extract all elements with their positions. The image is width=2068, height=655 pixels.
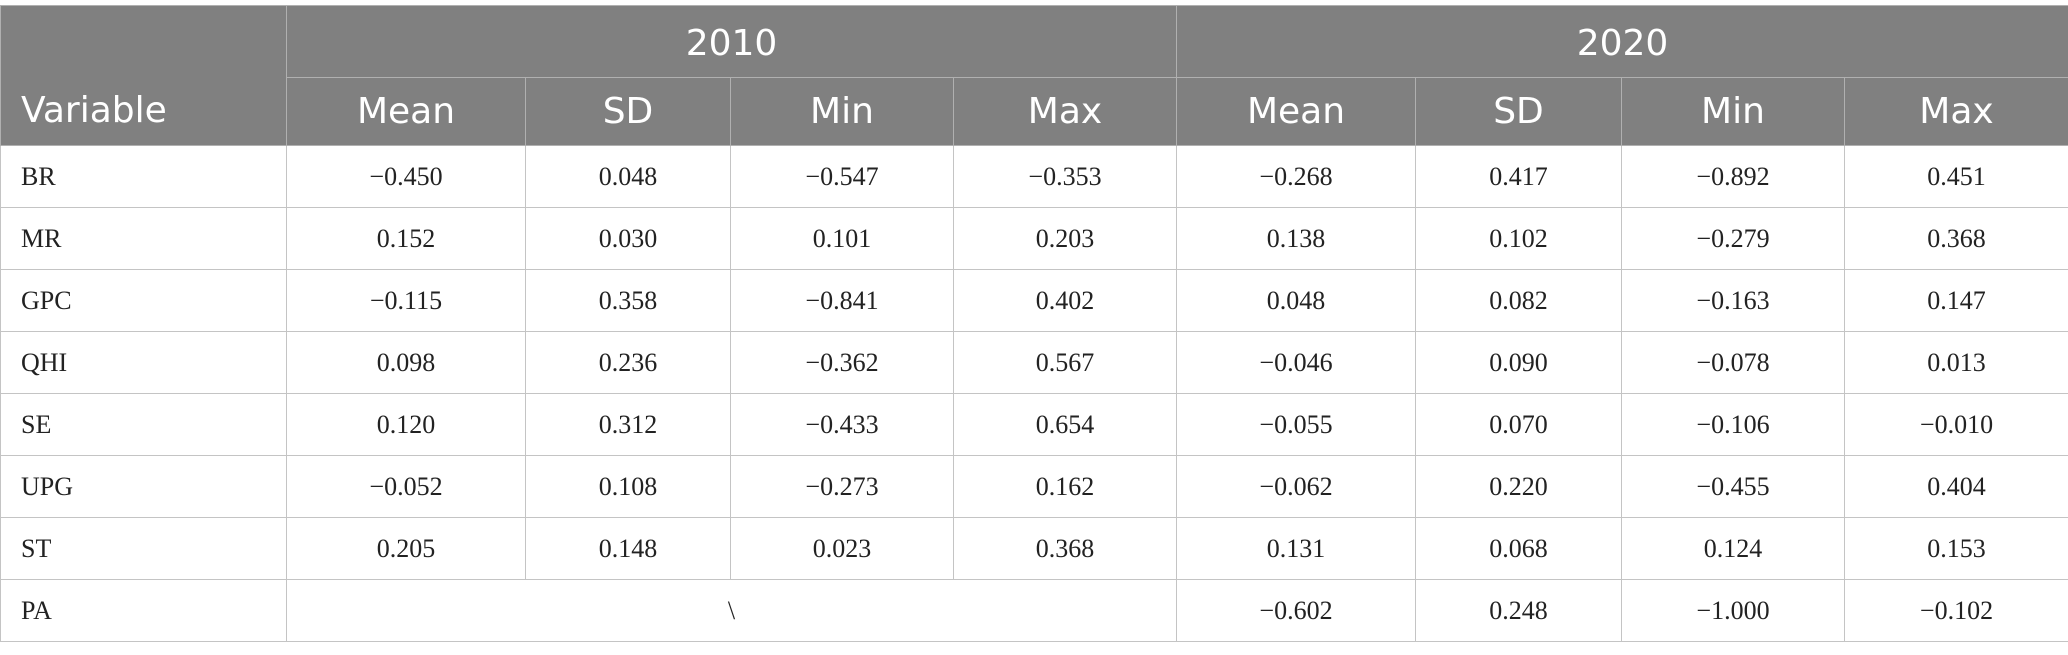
cell-2020-min: −0.455 xyxy=(1621,455,1845,518)
cell-2020-sd: 0.248 xyxy=(1415,579,1622,642)
cell-2010-min: 0.101 xyxy=(730,207,954,270)
cell-2010-min: −0.362 xyxy=(730,331,954,394)
cell-2020-max: 0.147 xyxy=(1844,269,2068,332)
cell-2010-min: −0.841 xyxy=(730,269,954,332)
cell-2010-mean: 0.098 xyxy=(286,331,526,394)
year-2010-header: 2010 xyxy=(286,5,1177,78)
cell-2020-mean: −0.062 xyxy=(1176,455,1416,518)
cell-2020-max: 0.013 xyxy=(1844,331,2068,394)
cell-2020-max: 0.451 xyxy=(1844,145,2068,208)
cell-2020-max: 0.368 xyxy=(1844,207,2068,270)
col-header-2010-max: Max xyxy=(953,77,1177,146)
table-row: GPC −0.115 0.358 −0.841 0.402 0.048 0.08… xyxy=(0,269,2068,332)
cell-2020-mean: 0.138 xyxy=(1176,207,1416,270)
year-2020-header: 2020 xyxy=(1176,5,2068,78)
cell-2010-sd: 0.108 xyxy=(525,455,731,518)
cell-2010-sd: 0.148 xyxy=(525,517,731,580)
col-header-2010-sd: SD xyxy=(525,77,731,146)
cell-2020-mean: −0.046 xyxy=(1176,331,1416,394)
cell-2010-sd: 0.236 xyxy=(525,331,731,394)
table-row: PA \ −0.602 0.248 −1.000 −0.102 xyxy=(0,579,2068,642)
row-label: UPG xyxy=(0,455,287,518)
cell-2020-min: −0.078 xyxy=(1621,331,1845,394)
cell-2020-max: −0.010 xyxy=(1844,393,2068,456)
cell-2010-min: −0.273 xyxy=(730,455,954,518)
table-row: UPG −0.052 0.108 −0.273 0.162 −0.062 0.2… xyxy=(0,455,2068,518)
cell-2020-sd: 0.417 xyxy=(1415,145,1622,208)
cell-2020-min: −0.163 xyxy=(1621,269,1845,332)
row-label: SE xyxy=(0,393,287,456)
cell-2020-sd: 0.102 xyxy=(1415,207,1622,270)
cell-2020-sd: 0.090 xyxy=(1415,331,1622,394)
header-row-stats: Mean SD Min Max Mean SD Min Max xyxy=(1,77,2068,146)
row-label: QHI xyxy=(0,331,287,394)
cell-2010-sd: 0.048 xyxy=(525,145,731,208)
row-label: GPC xyxy=(0,269,287,332)
cell-2020-max: −0.102 xyxy=(1844,579,2068,642)
cell-2010-sd: 0.312 xyxy=(525,393,731,456)
table-row: BR −0.450 0.048 −0.547 −0.353 −0.268 0.4… xyxy=(0,145,2068,208)
row-label: PA xyxy=(0,579,287,642)
cell-2020-mean: −0.602 xyxy=(1176,579,1416,642)
cell-2010-max: 0.402 xyxy=(953,269,1177,332)
statistics-table-container: Variable 2010 2020 Mean SD Min Max Mean … xyxy=(0,5,2068,642)
cell-2010-min: 0.023 xyxy=(730,517,954,580)
cell-2010-max: 0.162 xyxy=(953,455,1177,518)
cell-2010-mean: 0.120 xyxy=(286,393,526,456)
cell-2010-min: −0.547 xyxy=(730,145,954,208)
cell-2020-max: 0.153 xyxy=(1844,517,2068,580)
table-row: MR 0.152 0.030 0.101 0.203 0.138 0.102 −… xyxy=(0,207,2068,270)
col-header-2010-min: Min xyxy=(730,77,954,146)
row-label: MR xyxy=(0,207,287,270)
cell-2020-mean: −0.268 xyxy=(1176,145,1416,208)
cell-2010-mean: −0.450 xyxy=(286,145,526,208)
variable-header: Variable xyxy=(0,5,287,146)
cell-2020-mean: 0.131 xyxy=(1176,517,1416,580)
cell-2020-min: −0.892 xyxy=(1621,145,1845,208)
col-header-2010-mean: Mean xyxy=(286,77,526,146)
cell-2020-mean: −0.055 xyxy=(1176,393,1416,456)
cell-2020-sd: 0.068 xyxy=(1415,517,1622,580)
cell-2020-max: 0.404 xyxy=(1844,455,2068,518)
descriptive-statistics-table: Variable 2010 2020 Mean SD Min Max Mean … xyxy=(0,5,2068,642)
row-label: BR xyxy=(0,145,287,208)
cell-2020-min: −0.106 xyxy=(1621,393,1845,456)
cell-2010-sd: 0.358 xyxy=(525,269,731,332)
cell-2010-mean: 0.152 xyxy=(286,207,526,270)
cell-2020-sd: 0.220 xyxy=(1415,455,1622,518)
table-row: SE 0.120 0.312 −0.433 0.654 −0.055 0.070… xyxy=(0,393,2068,456)
cell-2010-max: 0.368 xyxy=(953,517,1177,580)
cell-2010-max: 0.567 xyxy=(953,331,1177,394)
cell-2010-max: 0.654 xyxy=(953,393,1177,456)
cell-2020-min: 0.124 xyxy=(1621,517,1845,580)
cell-2010-sd: 0.030 xyxy=(525,207,731,270)
header-row-years: Variable 2010 2020 xyxy=(0,5,2068,146)
cell-2020-mean: 0.048 xyxy=(1176,269,1416,332)
cell-2010-mean: 0.205 xyxy=(286,517,526,580)
table-row: QHI 0.098 0.236 −0.362 0.567 −0.046 0.09… xyxy=(0,331,2068,394)
cell-2010-max: −0.353 xyxy=(953,145,1177,208)
cell-2010-mean: −0.052 xyxy=(286,455,526,518)
cell-2020-min: −0.279 xyxy=(1621,207,1845,270)
col-header-2020-max: Max xyxy=(1844,77,2068,146)
row-label: ST xyxy=(0,517,287,580)
cell-2020-sd: 0.070 xyxy=(1415,393,1622,456)
col-header-2020-min: Min xyxy=(1621,77,1845,146)
cell-2010-max: 0.203 xyxy=(953,207,1177,270)
cell-2020-sd: 0.082 xyxy=(1415,269,1622,332)
cell-2020-min: −1.000 xyxy=(1621,579,1845,642)
col-header-2020-sd: SD xyxy=(1415,77,1622,146)
cell-2010-mean: −0.115 xyxy=(286,269,526,332)
cell-2010-min: −0.433 xyxy=(730,393,954,456)
col-header-2020-mean: Mean xyxy=(1176,77,1416,146)
cell-2010-merged: \ xyxy=(286,579,1177,642)
table-row: ST 0.205 0.148 0.023 0.368 0.131 0.068 0… xyxy=(0,517,2068,580)
